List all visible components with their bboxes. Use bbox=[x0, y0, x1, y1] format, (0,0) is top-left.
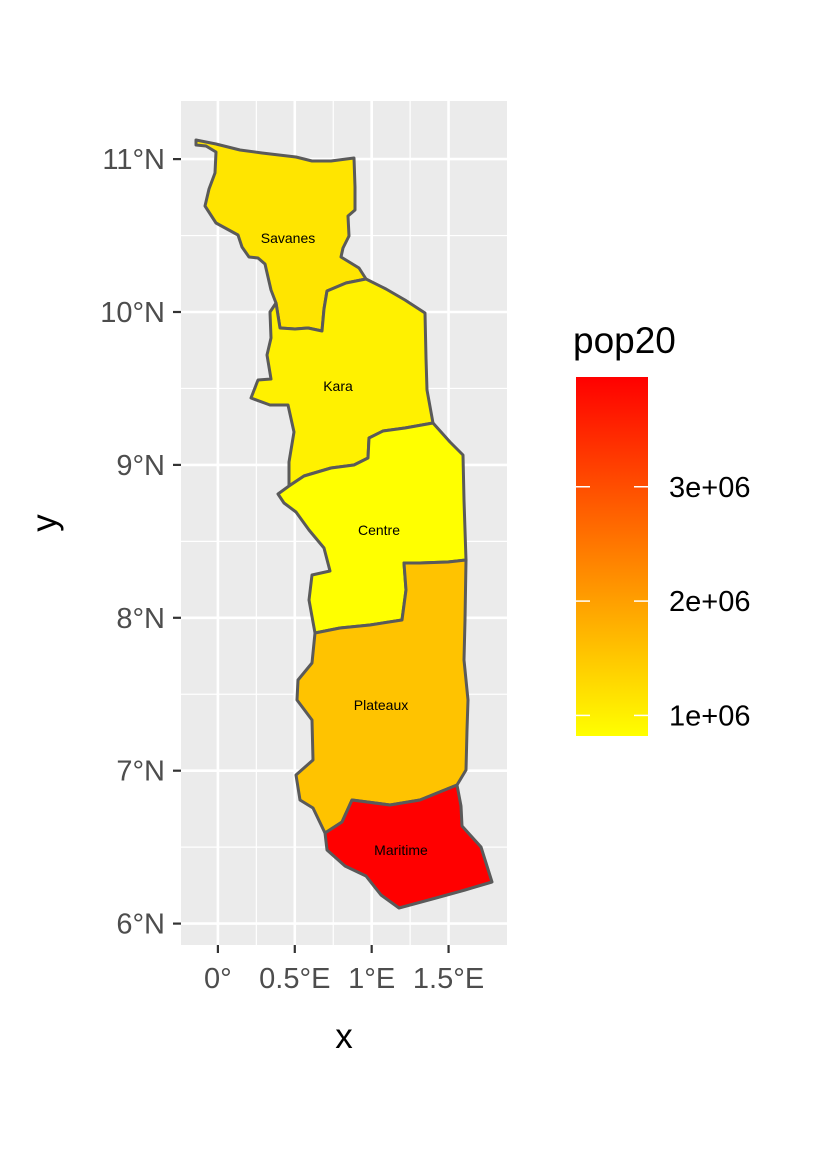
y-tick-label: 6°N bbox=[116, 909, 165, 941]
y-tick-label: 8°N bbox=[116, 603, 165, 635]
y-tick-label: 10°N bbox=[100, 297, 165, 329]
map-regions bbox=[194, 138, 494, 910]
x-tick-label: 1°E bbox=[348, 963, 395, 995]
x-tick-label: 0.5°E bbox=[259, 963, 330, 995]
legend-break-label: 2e+06 bbox=[669, 586, 750, 618]
region-labels: Savanes Kara Centre Plateaux Maritime bbox=[261, 230, 428, 858]
legend-title: pop20 bbox=[573, 320, 676, 361]
legend-colorbar bbox=[576, 377, 648, 736]
region-maritime bbox=[323, 783, 494, 910]
region-kara bbox=[249, 277, 435, 488]
y-tick-label: 9°N bbox=[116, 450, 165, 482]
axes: 0° 0.5°E 1°E 1.5°E 6°N 7°N 8°N 9°N 10°N 11°N bbox=[100, 144, 484, 995]
y-axis-title: y bbox=[25, 514, 64, 532]
region-label-kara: Kara bbox=[323, 378, 353, 394]
legend-break-label: 1e+06 bbox=[669, 700, 750, 732]
x-tick-label: 0° bbox=[204, 963, 232, 995]
region-label-centre: Centre bbox=[358, 522, 400, 538]
x-tick-label: 1.5°E bbox=[413, 963, 484, 995]
y-tick-label: 7°N bbox=[116, 756, 165, 788]
region-label-savanes: Savanes bbox=[261, 230, 315, 246]
legend: pop20 1e+06 2e+06 3e+06 bbox=[573, 320, 750, 736]
region-label-maritime: Maritime bbox=[374, 842, 428, 858]
x-axis-title: x bbox=[335, 1017, 353, 1056]
region-label-plateaux: Plateaux bbox=[354, 697, 408, 713]
legend-break-label: 3e+06 bbox=[669, 472, 750, 504]
y-tick-label: 11°N bbox=[102, 144, 165, 176]
legend-ticks: 1e+06 2e+06 3e+06 bbox=[576, 472, 750, 732]
